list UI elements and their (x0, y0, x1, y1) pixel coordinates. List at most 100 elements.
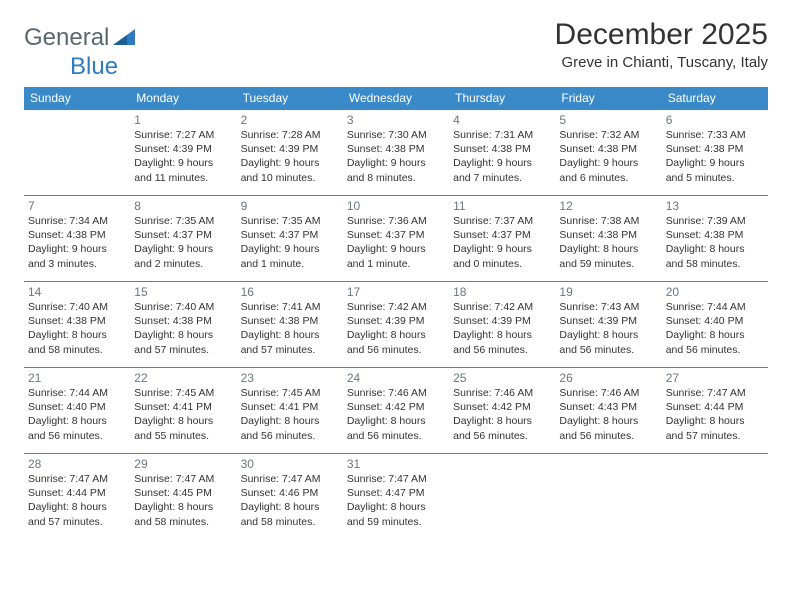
calendar-day-cell: 30Sunrise: 7:47 AMSunset: 4:46 PMDayligh… (237, 454, 343, 540)
daylight-text: Daylight: 8 hours and 57 minutes. (241, 328, 339, 356)
calendar-day-cell: 29Sunrise: 7:47 AMSunset: 4:45 PMDayligh… (130, 454, 236, 540)
daylight-text: Daylight: 8 hours and 56 minutes. (453, 414, 551, 442)
day-number: 17 (347, 285, 445, 299)
daylight-text: Daylight: 8 hours and 58 minutes. (134, 500, 232, 528)
day-info: Sunrise: 7:30 AMSunset: 4:38 PMDaylight:… (347, 128, 445, 185)
day-info: Sunrise: 7:38 AMSunset: 4:38 PMDaylight:… (559, 214, 657, 271)
day-info: Sunrise: 7:28 AMSunset: 4:39 PMDaylight:… (241, 128, 339, 185)
day-number: 25 (453, 371, 551, 385)
calendar-day-cell (662, 454, 768, 540)
sunrise-text: Sunrise: 7:47 AM (347, 472, 445, 486)
sunrise-text: Sunrise: 7:28 AM (241, 128, 339, 142)
day-info: Sunrise: 7:45 AMSunset: 4:41 PMDaylight:… (241, 386, 339, 443)
calendar-day-cell: 19Sunrise: 7:43 AMSunset: 4:39 PMDayligh… (555, 282, 661, 368)
calendar-day-cell: 2Sunrise: 7:28 AMSunset: 4:39 PMDaylight… (237, 110, 343, 196)
sunrise-text: Sunrise: 7:36 AM (347, 214, 445, 228)
day-number: 1 (134, 113, 232, 127)
calendar-day-cell: 26Sunrise: 7:46 AMSunset: 4:43 PMDayligh… (555, 368, 661, 454)
sunrise-text: Sunrise: 7:30 AM (347, 128, 445, 142)
sunset-text: Sunset: 4:39 PM (559, 314, 657, 328)
daylight-text: Daylight: 9 hours and 1 minute. (347, 242, 445, 270)
daylight-text: Daylight: 9 hours and 2 minutes. (134, 242, 232, 270)
day-number: 9 (241, 199, 339, 213)
sunset-text: Sunset: 4:39 PM (453, 314, 551, 328)
calendar-day-cell: 28Sunrise: 7:47 AMSunset: 4:44 PMDayligh… (24, 454, 130, 540)
day-number: 23 (241, 371, 339, 385)
day-info: Sunrise: 7:35 AMSunset: 4:37 PMDaylight:… (134, 214, 232, 271)
daylight-text: Daylight: 8 hours and 57 minutes. (666, 414, 764, 442)
daylight-text: Daylight: 8 hours and 58 minutes. (28, 328, 126, 356)
day-number: 19 (559, 285, 657, 299)
sunset-text: Sunset: 4:39 PM (241, 142, 339, 156)
calendar-day-cell: 23Sunrise: 7:45 AMSunset: 4:41 PMDayligh… (237, 368, 343, 454)
day-number: 27 (666, 371, 764, 385)
sunrise-text: Sunrise: 7:45 AM (134, 386, 232, 400)
sunset-text: Sunset: 4:38 PM (347, 142, 445, 156)
calendar-day-cell: 24Sunrise: 7:46 AMSunset: 4:42 PMDayligh… (343, 368, 449, 454)
calendar-week-row: 28Sunrise: 7:47 AMSunset: 4:44 PMDayligh… (24, 454, 768, 540)
calendar-day-cell: 4Sunrise: 7:31 AMSunset: 4:38 PMDaylight… (449, 110, 555, 196)
day-number: 16 (241, 285, 339, 299)
day-number: 15 (134, 285, 232, 299)
sunrise-text: Sunrise: 7:35 AM (134, 214, 232, 228)
sunset-text: Sunset: 4:42 PM (453, 400, 551, 414)
sunrise-text: Sunrise: 7:47 AM (134, 472, 232, 486)
day-number: 11 (453, 199, 551, 213)
sunset-text: Sunset: 4:44 PM (666, 400, 764, 414)
daylight-text: Daylight: 8 hours and 56 minutes. (347, 328, 445, 356)
sunset-text: Sunset: 4:46 PM (241, 486, 339, 500)
day-number: 10 (347, 199, 445, 213)
calendar-day-cell: 25Sunrise: 7:46 AMSunset: 4:42 PMDayligh… (449, 368, 555, 454)
sunset-text: Sunset: 4:37 PM (134, 228, 232, 242)
sunset-text: Sunset: 4:38 PM (666, 142, 764, 156)
sunrise-text: Sunrise: 7:43 AM (559, 300, 657, 314)
day-info: Sunrise: 7:40 AMSunset: 4:38 PMDaylight:… (28, 300, 126, 357)
daylight-text: Daylight: 8 hours and 56 minutes. (241, 414, 339, 442)
calendar-day-cell: 14Sunrise: 7:40 AMSunset: 4:38 PMDayligh… (24, 282, 130, 368)
day-info: Sunrise: 7:43 AMSunset: 4:39 PMDaylight:… (559, 300, 657, 357)
calendar-day-cell: 16Sunrise: 7:41 AMSunset: 4:38 PMDayligh… (237, 282, 343, 368)
weekday-header-row: Sunday Monday Tuesday Wednesday Thursday… (24, 87, 768, 110)
calendar-day-cell: 31Sunrise: 7:47 AMSunset: 4:47 PMDayligh… (343, 454, 449, 540)
calendar-day-cell: 12Sunrise: 7:38 AMSunset: 4:38 PMDayligh… (555, 196, 661, 282)
sunrise-text: Sunrise: 7:47 AM (666, 386, 764, 400)
day-number: 28 (28, 457, 126, 471)
sunrise-text: Sunrise: 7:47 AM (28, 472, 126, 486)
sunrise-text: Sunrise: 7:44 AM (28, 386, 126, 400)
sunrise-text: Sunrise: 7:34 AM (28, 214, 126, 228)
sunrise-text: Sunrise: 7:42 AM (453, 300, 551, 314)
day-number: 29 (134, 457, 232, 471)
day-number: 18 (453, 285, 551, 299)
sunset-text: Sunset: 4:41 PM (134, 400, 232, 414)
sunset-text: Sunset: 4:37 PM (347, 228, 445, 242)
calendar-week-row: 21Sunrise: 7:44 AMSunset: 4:40 PMDayligh… (24, 368, 768, 454)
sunrise-text: Sunrise: 7:32 AM (559, 128, 657, 142)
sunrise-text: Sunrise: 7:46 AM (453, 386, 551, 400)
day-number: 3 (347, 113, 445, 127)
day-info: Sunrise: 7:47 AMSunset: 4:44 PMDaylight:… (666, 386, 764, 443)
day-number: 6 (666, 113, 764, 127)
day-info: Sunrise: 7:39 AMSunset: 4:38 PMDaylight:… (666, 214, 764, 271)
day-number: 14 (28, 285, 126, 299)
day-info: Sunrise: 7:47 AMSunset: 4:44 PMDaylight:… (28, 472, 126, 529)
logo-text-blue: Blue (70, 53, 118, 81)
day-number: 26 (559, 371, 657, 385)
sunset-text: Sunset: 4:38 PM (28, 228, 126, 242)
daylight-text: Daylight: 8 hours and 56 minutes. (453, 328, 551, 356)
day-info: Sunrise: 7:46 AMSunset: 4:43 PMDaylight:… (559, 386, 657, 443)
sunrise-text: Sunrise: 7:46 AM (559, 386, 657, 400)
sunrise-text: Sunrise: 7:39 AM (666, 214, 764, 228)
logo: General (24, 24, 137, 52)
calendar-day-cell: 11Sunrise: 7:37 AMSunset: 4:37 PMDayligh… (449, 196, 555, 282)
day-number: 31 (347, 457, 445, 471)
day-number: 13 (666, 199, 764, 213)
calendar-day-cell: 21Sunrise: 7:44 AMSunset: 4:40 PMDayligh… (24, 368, 130, 454)
daylight-text: Daylight: 9 hours and 7 minutes. (453, 156, 551, 184)
day-info: Sunrise: 7:36 AMSunset: 4:37 PMDaylight:… (347, 214, 445, 271)
day-number: 24 (347, 371, 445, 385)
sunset-text: Sunset: 4:38 PM (666, 228, 764, 242)
day-info: Sunrise: 7:35 AMSunset: 4:37 PMDaylight:… (241, 214, 339, 271)
calendar-day-cell: 3Sunrise: 7:30 AMSunset: 4:38 PMDaylight… (343, 110, 449, 196)
sunrise-text: Sunrise: 7:27 AM (134, 128, 232, 142)
sunrise-text: Sunrise: 7:42 AM (347, 300, 445, 314)
